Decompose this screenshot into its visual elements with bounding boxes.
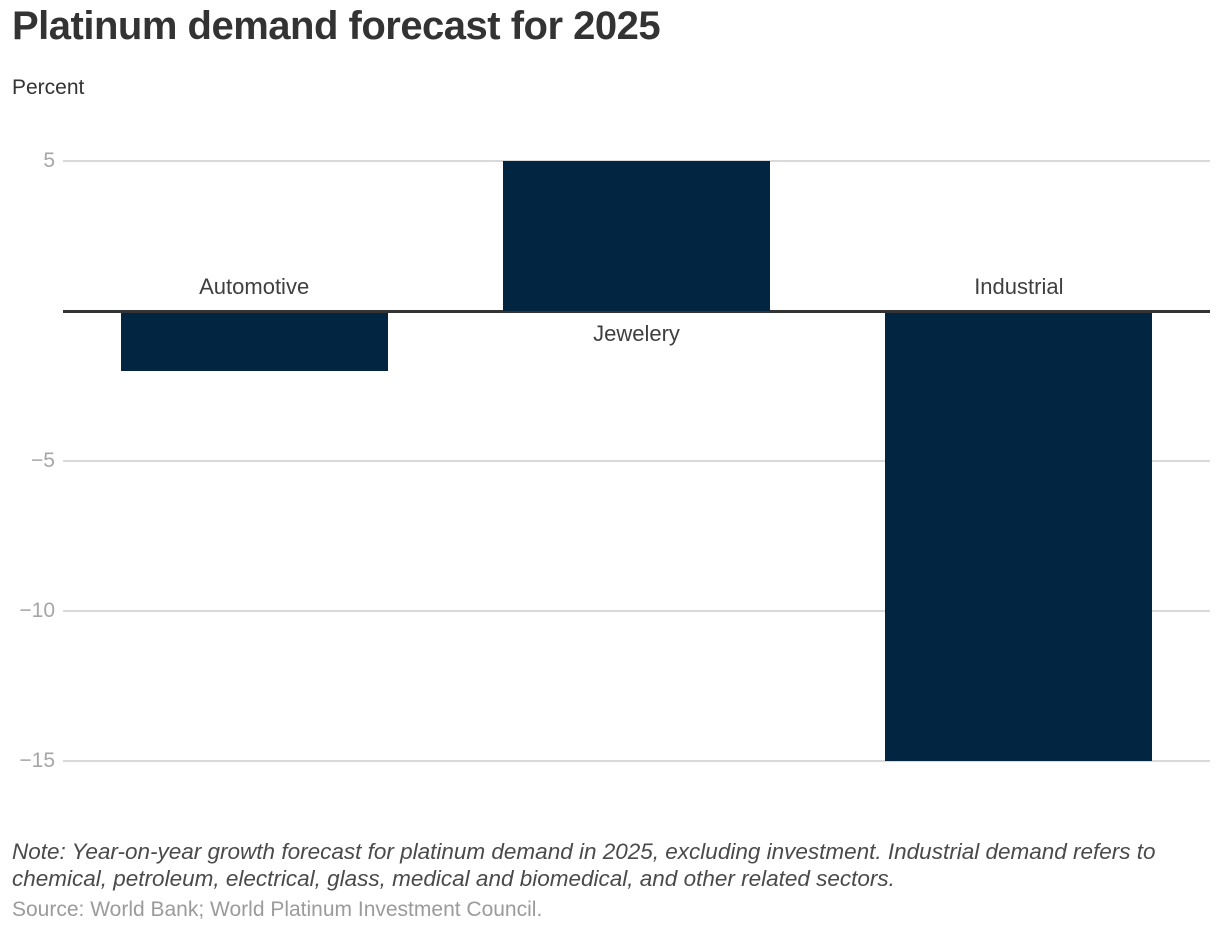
gridline-−15 [63,760,1210,762]
bar-automotive [120,312,388,371]
chart-title: Platinum demand forecast for 2025 [12,4,661,48]
y-tick-label: −15 [19,749,55,772]
category-label-jewelery: Jewelery [593,321,680,346]
y-tick-label: 5 [43,149,55,172]
gridline-−10 [63,610,1210,612]
chart-note: Note: Year-on-year growth forecast for p… [12,839,1156,891]
y-tick-label: −5 [31,449,55,472]
category-label-industrial: Industrial [974,274,1064,299]
bar-jewelery [503,161,770,311]
y-axis-unit-label: Percent [12,76,85,99]
bar-industrial [885,312,1153,761]
zero-axis-line [63,309,1210,313]
category-label-automotive: Automotive [199,274,310,299]
chart-source: Source: World Bank; World Platinum Inves… [12,898,543,921]
gridline-−5 [63,460,1210,462]
y-tick-label: −10 [19,599,55,622]
